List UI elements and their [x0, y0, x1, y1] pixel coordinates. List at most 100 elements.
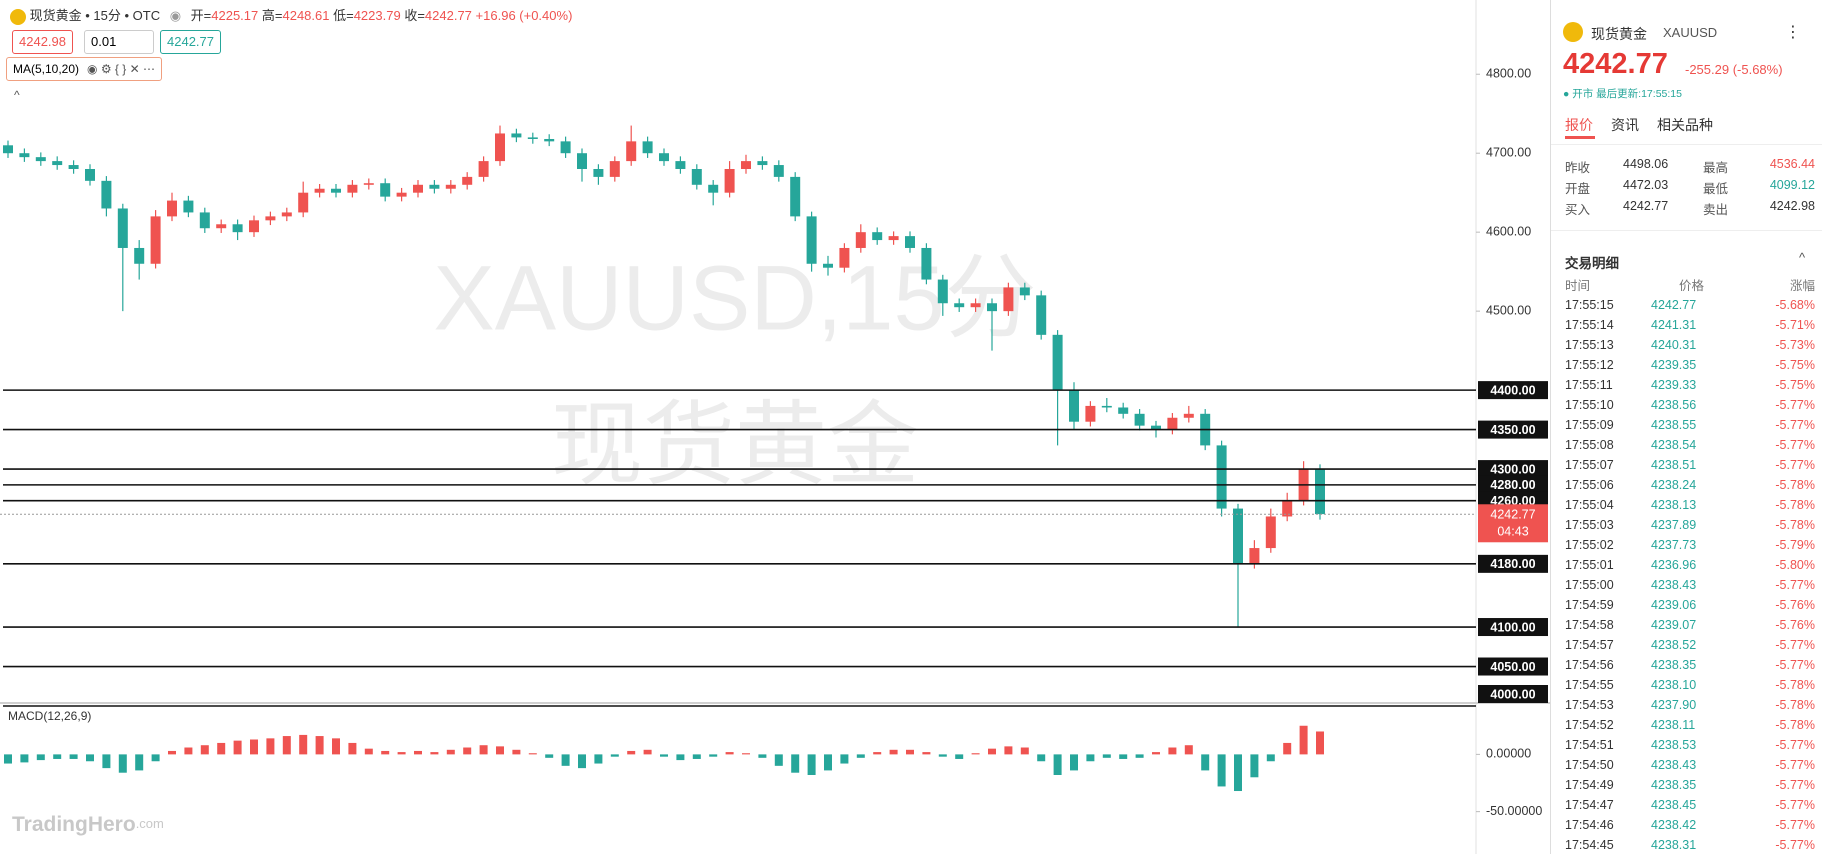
candle-body	[117, 208, 128, 248]
collapse-button[interactable]: ^	[1799, 250, 1806, 265]
macd-bar	[840, 754, 849, 764]
trade-row: 17:55:07 4238.51 -5.77%	[1565, 456, 1815, 476]
macd-bar	[217, 742, 226, 755]
candle-body	[298, 192, 309, 213]
macd-bar	[889, 749, 898, 755]
collapse-button[interactable]: ^	[14, 88, 20, 102]
sell-button[interactable]: 4242.98	[12, 30, 73, 54]
candle-body	[3, 145, 13, 154]
trade-cell: 4238.43	[1651, 578, 1697, 592]
candle-body	[806, 216, 817, 264]
trade-cell: -5.77%	[1775, 818, 1815, 832]
trade-cell: 17:54:51	[1565, 738, 1614, 752]
trade-cell: -5.77%	[1775, 578, 1815, 592]
trade-row: 17:55:04 4238.13 -5.78%	[1565, 496, 1815, 516]
ohlc-key: 低=	[333, 8, 354, 23]
tab[interactable]: 资讯	[1611, 117, 1639, 133]
macd-bar	[1283, 742, 1292, 755]
candle-body	[1019, 287, 1030, 296]
candle-body	[708, 184, 719, 193]
trade-cell: 17:55:00	[1565, 578, 1614, 592]
trade-row: 17:54:49 4238.35 -5.77%	[1565, 776, 1815, 796]
macd-bar	[709, 754, 718, 757]
trade-cell: 17:55:14	[1565, 318, 1614, 332]
macd-bar	[955, 754, 964, 759]
menu-button[interactable]: ⋮	[1785, 24, 1801, 41]
trade-cell: 17:54:50	[1565, 758, 1614, 772]
y-tick-label: 4600.00	[1486, 224, 1531, 238]
eye-icon[interactable]: ◉	[169, 8, 182, 23]
trade-cell: -5.77%	[1775, 458, 1815, 472]
trade-cell: 17:54:57	[1565, 638, 1614, 652]
trade-cell: -5.76%	[1775, 618, 1815, 632]
trade-row: 17:54:57 4238.52 -5.77%	[1565, 636, 1815, 656]
candle-body	[445, 184, 456, 189]
macd-bar	[1299, 725, 1308, 755]
macd-bar	[69, 754, 78, 759]
lot-input[interactable]: 0.01	[84, 30, 154, 54]
stat-label: 买入	[1565, 203, 1591, 217]
stat-row: 昨收 4498.06 最高 4536.44	[1565, 155, 1815, 175]
trade-cell: 17:55:11	[1565, 378, 1613, 392]
trade-cell: -5.77%	[1775, 778, 1815, 792]
stat-value: 4099.12	[1769, 178, 1815, 192]
trade-cell: 17:55:02	[1565, 538, 1614, 552]
macd-bar	[299, 734, 308, 755]
candle-body	[905, 236, 915, 248]
macd-bar	[660, 754, 668, 757]
candle-body	[1151, 425, 1161, 430]
trade-cell: 4239.35	[1651, 358, 1697, 372]
macd-bar	[807, 754, 816, 775]
candle-body	[741, 161, 751, 169]
trade-cell: -5.71%	[1775, 318, 1815, 332]
trade-cell: 17:54:52	[1565, 718, 1614, 732]
trade-cell: -5.77%	[1775, 398, 1815, 412]
ohlc-key: 开=	[190, 8, 212, 23]
tab[interactable]: 相关品种	[1657, 117, 1713, 133]
level-label-box	[1478, 554, 1548, 573]
candle-body	[888, 236, 899, 241]
symbol[interactable]: 现货黄金 • 15分 • OTC	[29, 8, 161, 23]
candle-body	[823, 263, 833, 268]
trade-cell: 4238.53	[1651, 738, 1697, 752]
macd-bar	[1020, 747, 1029, 755]
buy-button[interactable]: 4242.77	[160, 30, 221, 54]
trade-cell: 17:55:08	[1565, 438, 1614, 452]
trade-cell: 4238.11	[1651, 718, 1696, 732]
trade-cell: 17:55:15	[1565, 298, 1614, 312]
level-label-box	[1478, 460, 1548, 479]
level-label-box	[1478, 420, 1548, 439]
trade-cell: 4237.90	[1651, 698, 1697, 712]
macd-title: MACD(12,26,9)	[8, 709, 91, 723]
y-tick-label: 4700.00	[1486, 146, 1531, 160]
trade-cell: -5.78%	[1775, 518, 1815, 532]
macd-bar	[610, 754, 619, 757]
candle-body	[85, 168, 95, 181]
trade-cell: 17:54:47	[1565, 798, 1614, 812]
symbol-icon	[1563, 22, 1583, 42]
macd-bar	[1217, 754, 1226, 787]
y-tick-label: 4800.00	[1486, 67, 1531, 81]
candle-body	[987, 303, 997, 312]
stat-value: 4498.06	[1623, 157, 1669, 171]
trade-cell: 17:54:45	[1565, 838, 1614, 852]
level-label-box	[1478, 381, 1548, 400]
indicator-icons[interactable]: ◉ ⚙ { } ✕ ⋯	[87, 62, 155, 76]
trade-cell: 17:55:09	[1565, 418, 1614, 432]
y-tick-label: 4500.00	[1486, 303, 1531, 317]
trade-row: 17:55:03 4237.89 -5.78%	[1565, 516, 1815, 536]
candle-body	[68, 165, 79, 169]
trade-cell: 4238.42	[1651, 818, 1697, 832]
macd-bar	[53, 754, 62, 759]
logo-name: TradingHero	[12, 813, 136, 836]
trade-row: 17:54:47 4238.45 -5.77%	[1565, 796, 1815, 816]
countdown: 04:43	[1497, 525, 1528, 539]
macd-bar	[446, 749, 455, 755]
indicator-legend[interactable]: MA(5,10,20) ◉ ⚙ { } ✕ ⋯	[6, 57, 162, 81]
trade-cell: -5.75%	[1775, 378, 1815, 392]
trade-cell: -5.77%	[1775, 438, 1815, 452]
trade-cell: -5.79%	[1775, 538, 1815, 552]
tab[interactable]: 报价	[1565, 117, 1593, 133]
trade-cell: 17:54:53	[1565, 698, 1614, 712]
candle-body	[363, 183, 374, 185]
